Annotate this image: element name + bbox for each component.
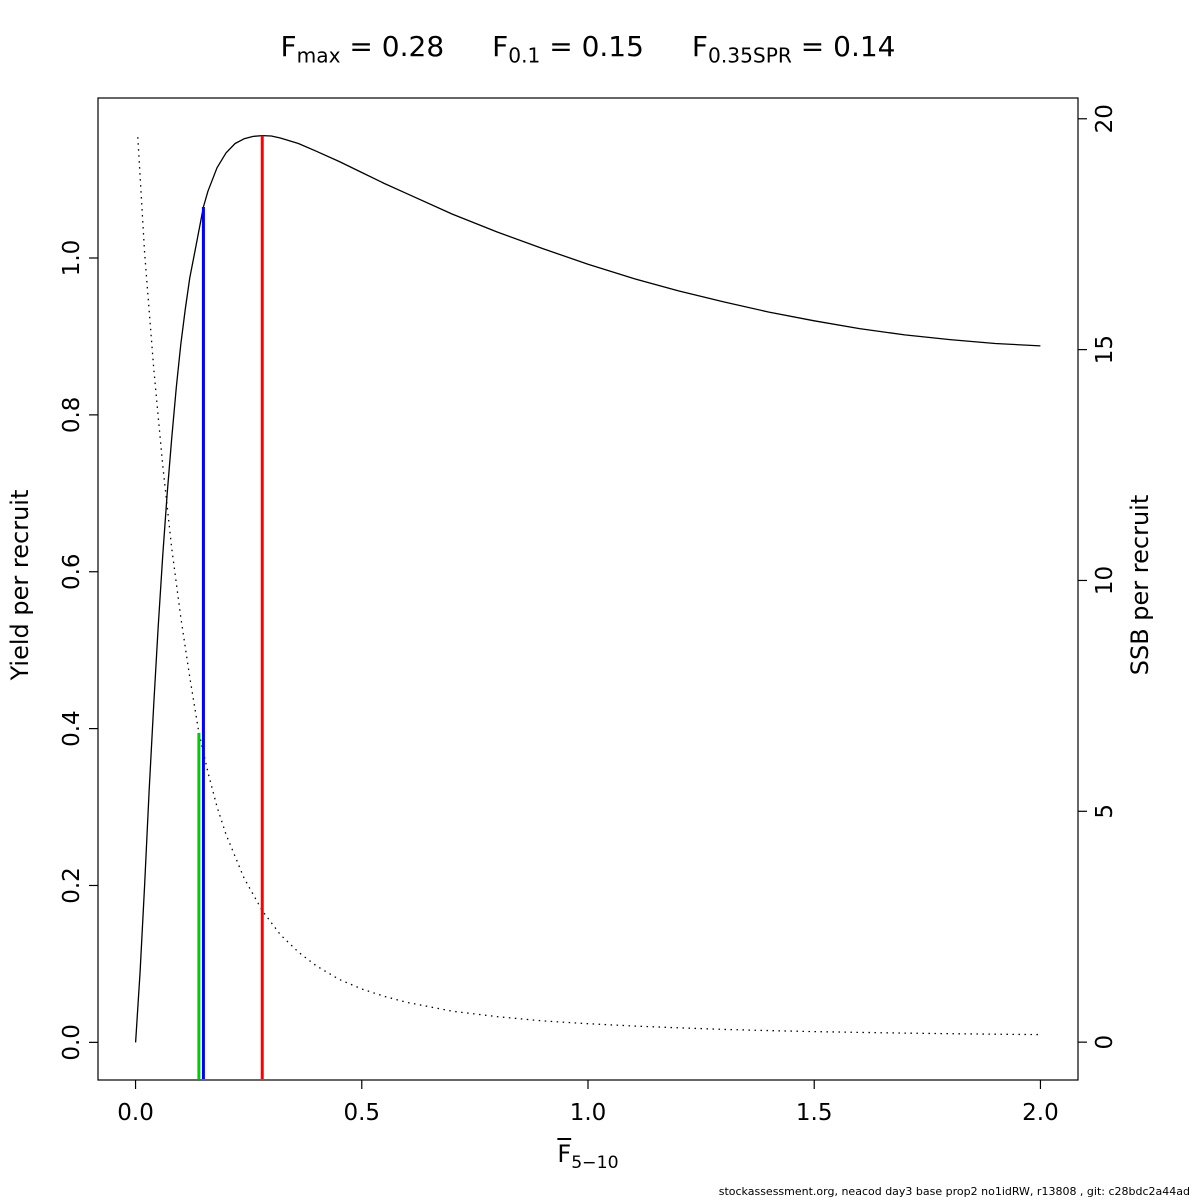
- x-tick-label: 1.0: [570, 1100, 607, 1126]
- y-right-tick-label: 15: [1092, 335, 1118, 364]
- y-left-tick-label: 1.0: [59, 240, 85, 277]
- title-stat-0.1: F0.1 = 0.15: [492, 30, 644, 68]
- x-tick-label: 0.0: [117, 1100, 154, 1126]
- fbar-subscript: 5−10: [571, 1152, 619, 1173]
- y-left-tick-label: 0.0: [59, 1024, 85, 1061]
- fbar-symbol: F: [557, 1140, 572, 1168]
- y-axis-label-left: Yield per recruit: [6, 489, 34, 681]
- title-stat-max: Fmax = 0.28: [280, 30, 445, 68]
- y-left-tick-label: 0.2: [59, 867, 85, 904]
- footer-attribution: stockassessment.org, neacod day3 base pr…: [718, 1185, 1190, 1198]
- y-right-tick-label: 0: [1092, 1035, 1118, 1050]
- y-right-tick-label: 5: [1092, 804, 1118, 819]
- y-right-tick-label: 10: [1092, 566, 1118, 595]
- plot-title: Fmax = 0.28 F0.1 = 0.15 F0.35SPR = 0.14: [98, 30, 1078, 68]
- x-tick-label: 1.5: [796, 1100, 833, 1126]
- title-stat-0.35SPR: F0.35SPR = 0.14: [691, 30, 896, 68]
- x-tick-label: 2.0: [1022, 1100, 1059, 1126]
- y-left-tick-label: 0.4: [59, 710, 85, 747]
- y-left-tick-label: 0.6: [59, 553, 85, 590]
- x-tick-label: 0.5: [343, 1100, 380, 1126]
- series-ssb-per-recruit: [137, 137, 1041, 1036]
- plot-box: [97, 97, 1079, 1081]
- x-axis-label: F5−10: [98, 1140, 1078, 1173]
- y-left-tick-label: 0.8: [59, 397, 85, 434]
- y-axis-label-right: SSB per recruit: [1126, 494, 1154, 676]
- y-right-tick-label: 20: [1092, 104, 1118, 133]
- series-yield-per-recruit: [134, 134, 1041, 1043]
